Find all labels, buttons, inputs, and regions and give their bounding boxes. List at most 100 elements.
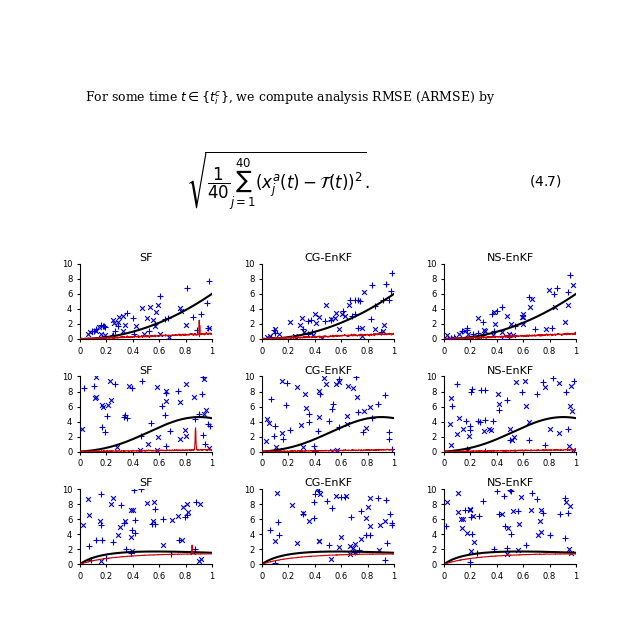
Point [356,506,367,516]
Point [108,536,118,547]
Point [181,320,191,330]
Point [473,328,483,338]
Point [119,518,129,528]
Point [540,382,550,392]
Point [341,418,351,429]
Point [365,530,375,540]
Point [381,495,392,505]
Point [298,324,308,334]
Point [536,527,546,537]
Point [266,394,276,404]
Point [91,327,101,337]
Point [175,397,186,407]
Point [457,523,467,533]
Point [365,402,376,412]
Point [152,432,163,442]
Point [120,410,130,420]
Point [120,320,130,330]
Point [518,313,528,323]
Point [506,486,516,496]
Point [502,311,513,321]
Point [273,530,284,540]
Point [313,426,323,436]
Point [161,385,172,396]
Point [343,380,353,391]
Point [276,375,287,385]
Point [315,389,325,399]
Point [365,521,375,531]
Title: SF: SF [140,366,153,376]
Point [524,292,534,302]
Point [465,425,476,435]
Point [375,521,385,531]
Point [292,538,302,548]
Point [366,314,376,324]
Point [262,413,273,424]
Point [91,324,101,334]
Point [480,446,490,456]
Point [195,500,205,510]
Point [164,332,175,342]
Point [538,377,548,387]
Point [524,417,534,427]
Point [446,394,456,404]
Point [321,300,332,310]
Point [563,287,573,297]
Point [462,528,472,538]
Point [204,276,214,286]
Point [566,381,576,391]
Point [298,442,308,452]
Text: For some time $t \in \{t_i^c\}$, we compute analysis RMSE (ARMSE) by: For some time $t \in \{t_i^c\}$, we comp… [85,89,495,107]
Text: $\sqrt{\dfrac{1}{40}\sum_{j=1}^{40}(x_j^a(t) - \mathcal{T}(t))^2}.$: $\sqrt{\dfrac{1}{40}\sum_{j=1}^{40}(x_j^… [186,150,371,212]
Point [566,548,577,558]
Point [506,529,516,540]
Point [311,318,321,328]
Point [174,535,184,545]
Point [378,295,388,306]
Point [349,539,360,549]
Point [299,327,309,337]
Point [563,300,573,310]
Point [148,497,159,507]
Point [314,536,324,547]
Point [109,325,120,335]
Point [443,333,453,344]
Point [194,409,204,419]
Point [127,524,137,534]
Point [365,493,376,503]
Point [380,390,390,400]
Point [527,488,538,498]
Point [285,425,295,436]
Point [476,385,486,396]
Point [280,399,291,410]
Point [561,533,571,543]
Point [520,376,531,386]
Point [304,515,314,526]
Point [306,314,316,325]
Point [143,439,154,449]
Point [314,412,324,422]
Point [468,329,478,339]
Point [458,514,468,524]
Point [387,521,397,531]
Point [282,378,292,388]
Point [309,441,319,451]
Point [314,486,324,496]
Point [484,424,495,434]
Point [190,413,200,424]
Point [106,498,116,508]
Point [261,436,271,446]
Point [566,406,577,417]
Title: NS-EnKF: NS-EnKF [486,479,534,488]
Point [467,529,477,540]
Point [303,417,314,427]
Point [173,386,184,396]
Point [118,411,129,422]
Point [178,501,188,512]
Point [349,547,360,557]
Point [270,421,280,431]
Point [191,496,201,507]
Point [480,327,490,337]
Point [559,493,570,503]
Point [492,306,502,316]
